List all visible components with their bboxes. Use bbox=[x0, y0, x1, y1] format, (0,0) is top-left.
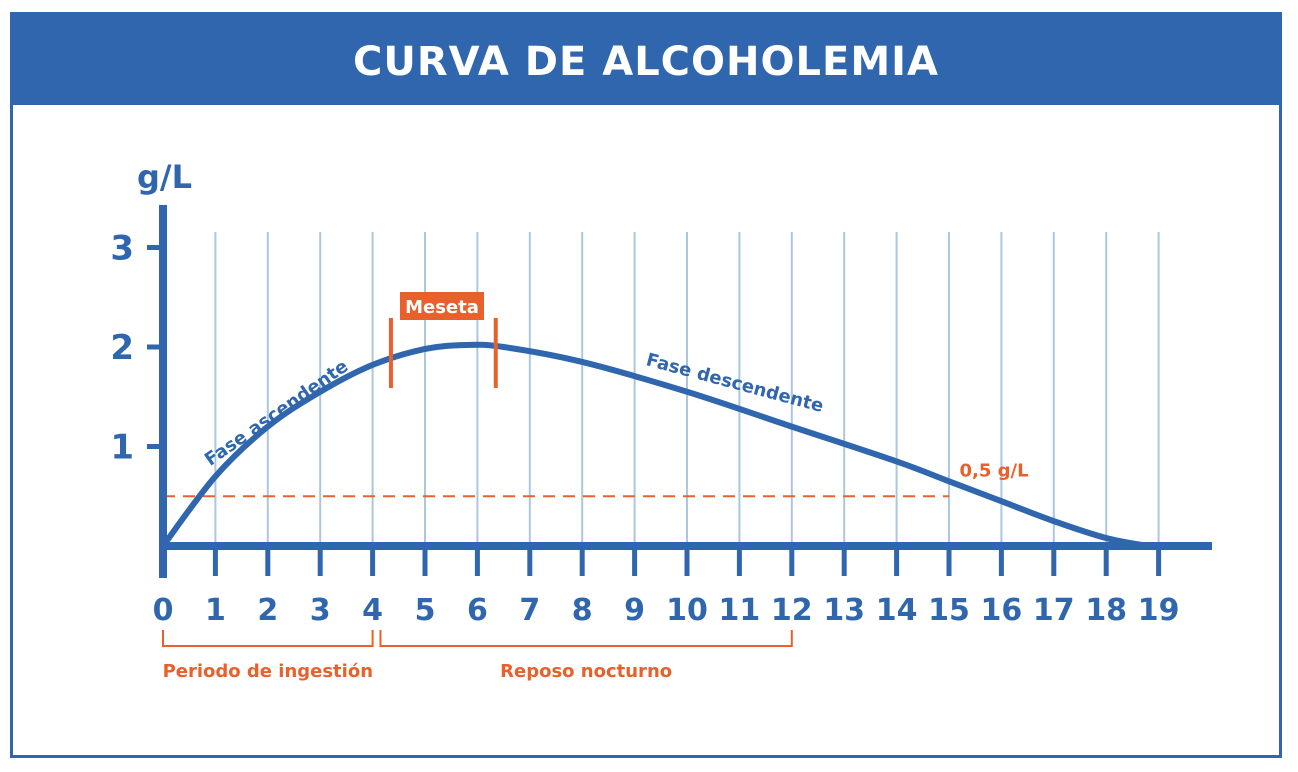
ranges: Periodo de ingestión Reposo nocturno bbox=[162, 630, 793, 682]
threshold-label: 0,5 g/L bbox=[959, 460, 1028, 481]
x-tick-label: 3 bbox=[310, 593, 331, 628]
threshold-group: 0,5 g/L bbox=[163, 460, 1029, 498]
plateau-label: Meseta bbox=[405, 297, 479, 318]
x-tick-label: 16 bbox=[981, 593, 1023, 628]
range-label: Periodo de ingestión bbox=[163, 661, 373, 682]
chart-title: CURVA DE ALCOHOLEMIA bbox=[353, 39, 939, 85]
y-tick-label: 3 bbox=[110, 229, 134, 269]
grid-lines bbox=[214, 232, 1160, 546]
x-tick-label: 6 bbox=[467, 593, 488, 628]
title-bar: CURVA DE ALCOHOLEMIA bbox=[13, 15, 1279, 105]
x-tick-label: 1 bbox=[205, 593, 226, 628]
x-tick-label: 18 bbox=[1085, 593, 1127, 628]
x-tick-label: 2 bbox=[257, 593, 278, 628]
x-tick-label: 12 bbox=[771, 593, 813, 628]
y-tick-label: 2 bbox=[110, 328, 134, 368]
x-tick-label: 15 bbox=[928, 593, 970, 628]
x-tick-label: 4 bbox=[362, 593, 383, 628]
x-tick-label: 13 bbox=[823, 593, 865, 628]
plateau-badge bbox=[400, 292, 484, 320]
x-tick-label: 7 bbox=[519, 593, 540, 628]
x-tick-label: 14 bbox=[876, 593, 918, 628]
x-tick-label: 11 bbox=[719, 593, 761, 628]
x-tick-label: 9 bbox=[624, 593, 645, 628]
chart-frame: CURVA DE ALCOHOLEMIA bbox=[10, 12, 1282, 758]
range-bracket bbox=[162, 630, 374, 647]
alcohol-curve bbox=[160, 341, 1152, 549]
x-tick-label: 8 bbox=[572, 593, 593, 628]
x-tick-label: 5 bbox=[415, 593, 436, 628]
range-bracket bbox=[379, 630, 793, 647]
y-tick-label: 1 bbox=[110, 428, 134, 468]
range-label: Reposo nocturno bbox=[500, 661, 672, 682]
curve-group bbox=[160, 341, 1152, 549]
ascending-phase-label: Fase ascendente bbox=[201, 356, 352, 471]
x-tick-label: 0 bbox=[153, 593, 174, 628]
x-tick-label: 17 bbox=[1033, 593, 1075, 628]
y-axis-label: g/L bbox=[137, 158, 192, 196]
x-tick-label: 19 bbox=[1138, 593, 1180, 628]
x-tick-label: 10 bbox=[666, 593, 708, 628]
